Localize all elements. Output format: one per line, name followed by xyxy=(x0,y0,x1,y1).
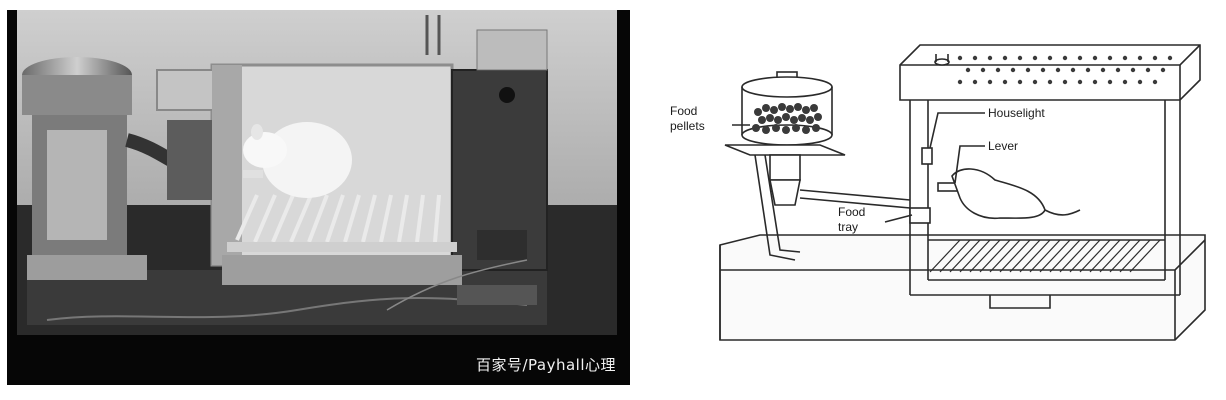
food-tray-drawing xyxy=(909,207,931,224)
food-hopper-drawing xyxy=(724,71,911,261)
pellet-dispenser xyxy=(22,57,147,280)
skinner-box-diagram: Food pellets Houselight Lever Food tray xyxy=(660,40,1220,360)
label-houselight: Houselight xyxy=(988,106,1045,120)
rat-drawing xyxy=(951,168,1046,220)
label-food-pellets: Food pellets xyxy=(670,104,705,134)
photo-watermark: 百家号/Payhall心理 xyxy=(475,356,616,374)
label-food-tray-line1: Food xyxy=(838,205,866,219)
white-rat xyxy=(243,122,352,198)
houselight-drawing xyxy=(921,147,933,165)
label-food-tray: Food tray xyxy=(838,205,865,235)
label-lever: Lever xyxy=(988,139,1019,153)
photo-scene xyxy=(17,10,617,335)
chamber-drawing xyxy=(899,44,1201,309)
label-food-tray-line2: tray xyxy=(838,220,859,234)
diagram-drawing xyxy=(719,44,1206,341)
label-food-pellets-line2: pellets xyxy=(670,119,705,133)
label-food-pellets-line1: Food xyxy=(670,104,698,118)
food-pellets-drawing xyxy=(752,103,822,134)
skinner-box-photo: 百家号/Payhall心理 xyxy=(7,10,630,385)
